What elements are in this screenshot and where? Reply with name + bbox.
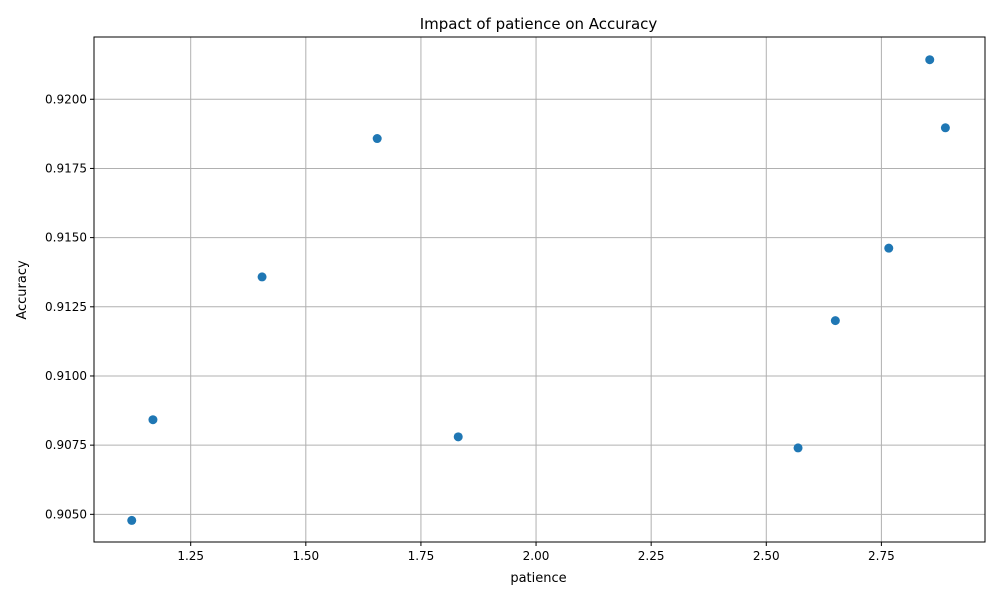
data-point [830, 316, 840, 326]
x-tick-label: 2.00 [523, 549, 550, 563]
data-point [793, 443, 803, 453]
x-tick-label: 1.25 [177, 549, 204, 563]
y-tick-label: 0.9100 [45, 369, 87, 383]
x-axis-label: patience [510, 571, 566, 586]
data-point [940, 123, 950, 133]
grid [94, 37, 985, 542]
y-tick-label: 0.9150 [45, 231, 87, 245]
y-tick-label: 0.9125 [45, 300, 87, 314]
data-point [372, 134, 382, 144]
x-tick-label: 2.75 [868, 549, 895, 563]
data-point [884, 243, 894, 253]
y-tick-label: 0.9200 [45, 92, 87, 106]
data-points [127, 55, 950, 525]
x-tick-label: 2.50 [753, 549, 780, 563]
data-point [453, 432, 463, 442]
data-point [127, 515, 137, 525]
chart-title: Impact of patience on Accuracy [420, 15, 658, 33]
y-tick-label: 0.9175 [45, 161, 87, 175]
y-tick-label: 0.9050 [45, 507, 87, 521]
y-axis-label: Accuracy [15, 260, 30, 320]
plot-frame [93, 36, 986, 543]
x-tick-label: 1.50 [292, 549, 319, 563]
x-tick-label: 1.75 [408, 549, 435, 563]
axis-ticks: 1.25 1.50 1.75 2.00 2.25 2.50 2.75 0.9050 0.9075… [45, 92, 895, 563]
data-point [257, 272, 267, 282]
x-tick-label: 2.25 [638, 549, 665, 563]
data-point [925, 55, 935, 65]
y-tick-label: 0.9075 [45, 438, 87, 452]
data-point [148, 415, 158, 425]
